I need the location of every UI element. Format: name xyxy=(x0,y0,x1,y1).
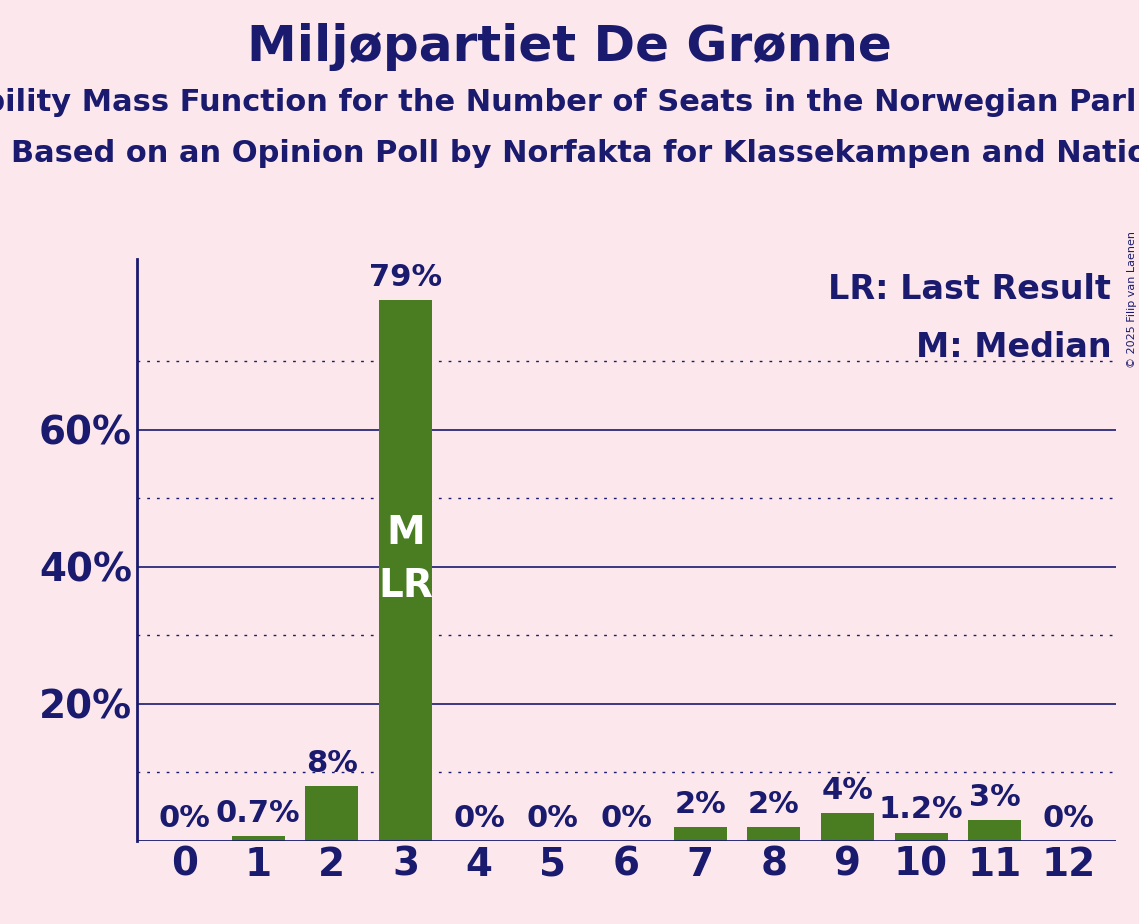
Text: 0%: 0% xyxy=(1042,804,1095,833)
Text: 3%: 3% xyxy=(969,783,1021,812)
Text: 8%: 8% xyxy=(306,748,358,778)
Text: 0.7%: 0.7% xyxy=(216,799,301,828)
Text: © 2025 Filip van Laenen: © 2025 Filip van Laenen xyxy=(1126,231,1137,368)
Text: M: Median: M: Median xyxy=(916,332,1112,364)
Bar xyxy=(894,833,948,841)
Bar xyxy=(231,836,285,841)
Text: 0%: 0% xyxy=(527,804,579,833)
Text: 0%: 0% xyxy=(600,804,653,833)
Text: M
LR: M LR xyxy=(378,514,433,605)
Bar xyxy=(821,813,874,841)
Text: Miljøpartiet De Grønne: Miljøpartiet De Grønne xyxy=(247,23,892,71)
Text: 4%: 4% xyxy=(821,776,874,805)
Text: 2%: 2% xyxy=(748,790,800,819)
Bar xyxy=(968,821,1022,841)
Text: 79%: 79% xyxy=(369,262,442,292)
Text: 1.2%: 1.2% xyxy=(878,796,964,824)
Text: Probability Mass Function for the Number of Seats in the Norwegian Parliament: Probability Mass Function for the Number… xyxy=(0,88,1139,116)
Bar xyxy=(305,786,359,841)
Bar xyxy=(379,299,432,841)
Bar xyxy=(747,827,801,841)
Bar xyxy=(673,827,727,841)
Text: 0%: 0% xyxy=(453,804,505,833)
Text: LR: Last Result: LR: Last Result xyxy=(828,274,1112,306)
Text: 0%: 0% xyxy=(158,804,211,833)
Text: 2%: 2% xyxy=(674,790,726,819)
Text: Based on an Opinion Poll by Norfakta for Klassekampen and Nationen, 5–6 Septembe: Based on an Opinion Poll by Norfakta for… xyxy=(11,139,1139,167)
